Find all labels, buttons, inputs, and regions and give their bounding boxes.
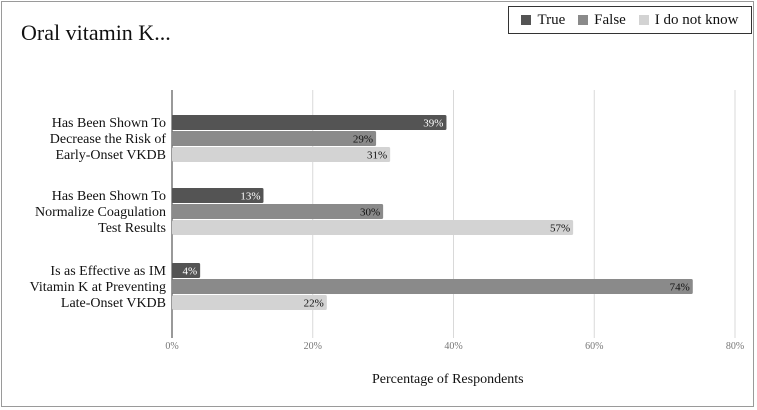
bar-i-do-not-know [172, 220, 574, 235]
bar-data-label: 22% [304, 298, 324, 310]
bar-false [172, 279, 693, 294]
legend-item-false: False [578, 12, 626, 29]
category-label: Normalize Coagulation [35, 205, 166, 220]
bar-data-label: 31% [367, 150, 387, 162]
bar-data-label: 30% [360, 207, 380, 219]
category-label: Test Results [98, 221, 166, 236]
bar-true [172, 263, 201, 278]
bar-true [172, 115, 447, 130]
legend: True False I do not know [508, 6, 752, 34]
category-label: Has Been Shown To [52, 116, 166, 131]
legend-swatch-false [578, 15, 589, 25]
bar-data-label: 74% [670, 282, 690, 294]
x-tick-label: 80% [726, 341, 744, 352]
category-label: Vitamin K at Preventing [30, 280, 166, 295]
bar-data-label: 29% [353, 134, 373, 146]
category-label: Decrease the Risk of [50, 132, 167, 147]
bar-data-label: 4% [182, 266, 197, 278]
x-tick-label: 20% [304, 341, 322, 352]
bar-false [172, 131, 377, 146]
bar-true [172, 188, 264, 203]
bar-data-label: 57% [550, 223, 570, 235]
legend-item-unknown: I do not know [638, 11, 739, 29]
bar-i-do-not-know [172, 147, 391, 162]
x-tick-label: 40% [444, 341, 462, 352]
legend-label-unknown: I do not know [654, 11, 739, 28]
legend-swatch-true [521, 15, 532, 25]
category-label: Late-Onset VKDB [61, 296, 166, 311]
x-tick-label: 60% [585, 341, 603, 352]
bar-i-do-not-know [172, 295, 327, 310]
x-axis-title: Percentage of Respondents [372, 372, 524, 387]
category-label: Has Been Shown To [52, 189, 166, 204]
legend-label-true: True [537, 11, 566, 28]
x-tick-label: 0% [165, 341, 178, 352]
bar-data-label: 13% [240, 191, 260, 203]
legend-item-true: True [521, 12, 565, 29]
chart-title: Oral vitamin K... [21, 20, 171, 45]
bar-data-label: 39% [423, 118, 443, 130]
category-label: Early-Onset VKDB [55, 148, 166, 163]
category-label: Is as Effective as IM [50, 264, 166, 279]
legend-swatch-unknown [638, 15, 649, 25]
bar-false [172, 204, 384, 219]
legend-label-false: False [594, 11, 626, 28]
